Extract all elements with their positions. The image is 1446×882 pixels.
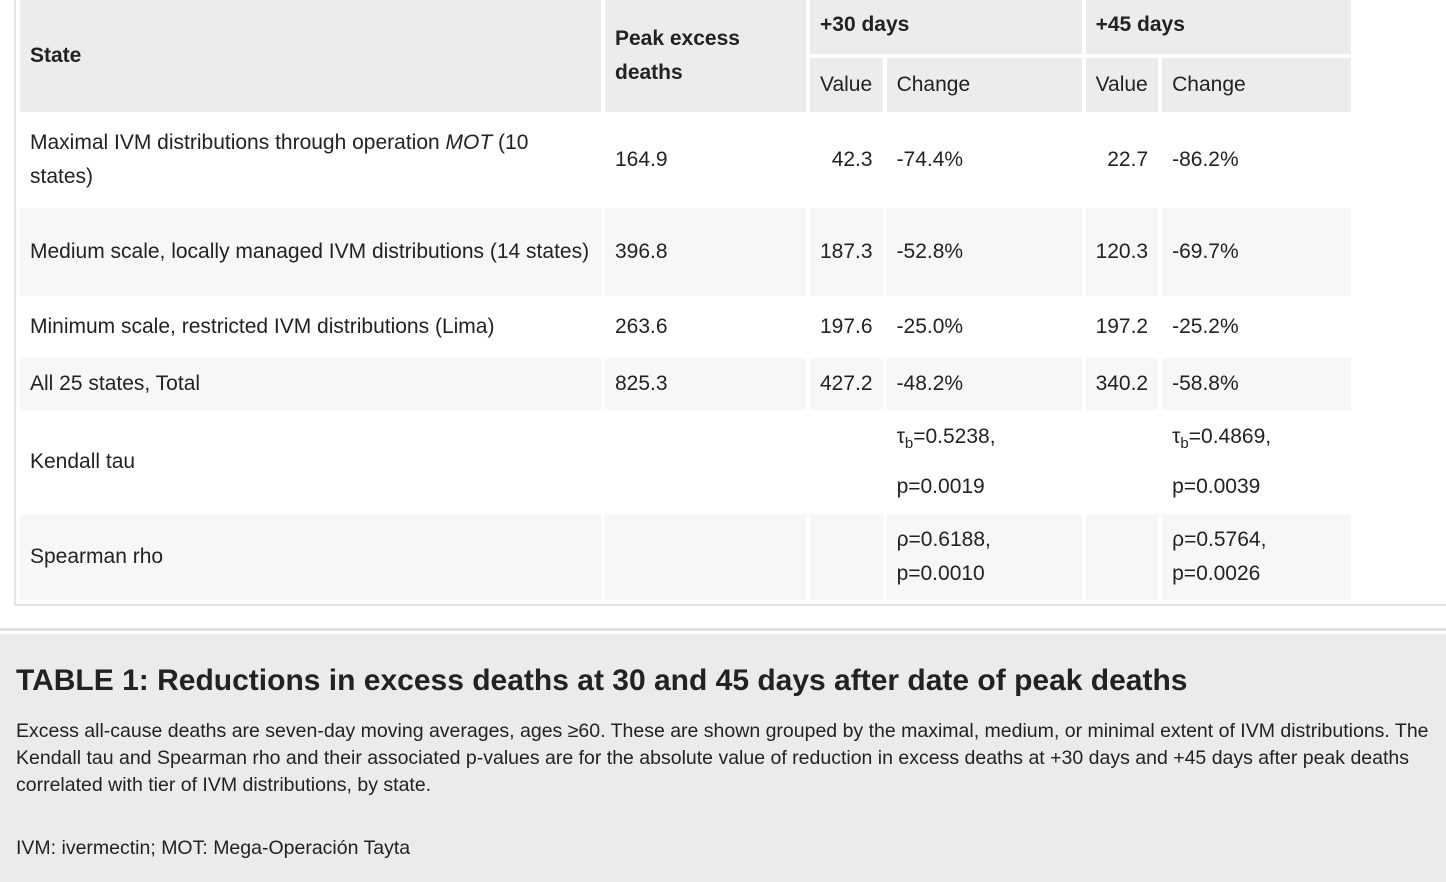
row-state-label: All 25 states, Total bbox=[20, 358, 601, 410]
row-state-label: Maximal IVM distributions through operat… bbox=[20, 116, 601, 204]
kendall-tau-row: Kendall tau τb=0.5238, p=0.0019 τb=0.486… bbox=[20, 414, 1352, 510]
kendall-45-value: τb=0.4869, bbox=[1172, 416, 1341, 465]
header-change-45: Change bbox=[1162, 58, 1352, 112]
table-caption: TABLE 1: Reductions in excess deaths at … bbox=[0, 634, 1446, 882]
state-text-end: (10 states) bbox=[30, 131, 529, 188]
empty-cell bbox=[810, 514, 883, 600]
kendall-30-value: τb=0.5238, bbox=[897, 416, 1072, 465]
empty-cell bbox=[1085, 414, 1159, 510]
kendall-45-cell: τb=0.4869, p=0.0039 bbox=[1162, 414, 1352, 510]
state-text: Maximal IVM distributions through operat… bbox=[30, 131, 446, 154]
spearman-30-cell: ρ=0.6188, p=0.0010 bbox=[886, 514, 1082, 600]
change-45-cell: -86.2% bbox=[1162, 116, 1352, 204]
value-45-cell: 340.2 bbox=[1085, 358, 1159, 410]
empty-cell bbox=[605, 514, 806, 600]
state-italic-text: MOT bbox=[445, 131, 493, 154]
kendall-45-p: p=0.0039 bbox=[1172, 474, 1261, 498]
table-row: Maximal IVM distributions through operat… bbox=[20, 116, 1352, 204]
change-30-cell: -52.8% bbox=[886, 208, 1082, 296]
tau-symbol: τ bbox=[896, 425, 905, 449]
value-30-cell: 187.3 bbox=[810, 208, 883, 296]
divider bbox=[0, 628, 1446, 631]
header-peak-excess-deaths: Peak excess deaths bbox=[605, 0, 806, 112]
tau-symbol: τ bbox=[1172, 425, 1181, 449]
results-table: State Peak excess deaths +30 days +45 da… bbox=[16, 0, 1355, 604]
kendall-tau-label: Kendall tau bbox=[20, 414, 601, 510]
spearman-45-cell: ρ=0.5764, p=0.0026 bbox=[1162, 514, 1352, 600]
spearman-rho-row: Spearman rho ρ=0.6188, p=0.0010 ρ=0.5764… bbox=[20, 514, 1352, 600]
tau-subscript: b bbox=[904, 435, 914, 453]
change-30-cell: -48.2% bbox=[886, 358, 1082, 410]
spearman-45-value: ρ=0.5764, bbox=[1172, 528, 1267, 551]
value-45-cell: 120.3 bbox=[1085, 208, 1159, 296]
value-45-cell: 22.7 bbox=[1085, 116, 1159, 204]
change-45-cell: -69.7% bbox=[1162, 208, 1352, 296]
empty-cell bbox=[810, 414, 883, 510]
change-30-cell: -25.0% bbox=[886, 300, 1082, 354]
tau-subscript: b bbox=[1180, 435, 1189, 453]
table-row: Medium scale, locally managed IVM distri… bbox=[20, 208, 1352, 296]
change-45-cell: -25.2% bbox=[1162, 300, 1352, 354]
table-row: All 25 states, Total 825.3 427.2 -48.2% … bbox=[20, 358, 1352, 410]
empty-cell bbox=[1085, 514, 1159, 600]
kendall-30-p: p=0.0019 bbox=[896, 474, 985, 498]
value-45-cell: 197.2 bbox=[1085, 300, 1159, 354]
header-change-30: Change bbox=[886, 58, 1082, 112]
kendall-30-cell: τb=0.5238, p=0.0019 bbox=[886, 414, 1082, 510]
header-45-days: +45 days bbox=[1085, 0, 1352, 54]
spearman-rho-label: Spearman rho bbox=[20, 514, 601, 600]
spearman-30-p: p=0.0010 bbox=[896, 562, 985, 585]
kendall-45-coef: =0.4869, bbox=[1188, 425, 1272, 449]
header-state: State bbox=[20, 0, 601, 112]
header-30-days: +30 days bbox=[810, 0, 1082, 54]
header-value-30: Value bbox=[810, 58, 883, 112]
row-state-label: Medium scale, locally managed IVM distri… bbox=[20, 208, 601, 296]
value-30-cell: 42.3 bbox=[810, 116, 883, 204]
header-peak-text: Peak excess deaths bbox=[615, 27, 740, 84]
peak-cell: 396.8 bbox=[605, 208, 806, 296]
value-30-cell: 197.6 bbox=[810, 300, 883, 354]
caption-body: Excess all-cause deaths are seven-day mo… bbox=[16, 720, 1429, 796]
header-row-sub: Value Change Value Change bbox=[20, 58, 1352, 112]
caption-title: TABLE 1: Reductions in excess deaths at … bbox=[16, 664, 1188, 697]
peak-cell: 263.6 bbox=[605, 300, 806, 354]
kendall-30-coef: =0.5238, bbox=[913, 425, 996, 449]
row-state-label: Minimum scale, restricted IVM distributi… bbox=[20, 300, 601, 354]
value-30-cell: 427.2 bbox=[810, 358, 883, 410]
results-table-container: State Peak excess deaths +30 days +45 da… bbox=[14, 0, 1446, 606]
header-row-top: State Peak excess deaths +30 days +45 da… bbox=[20, 0, 1352, 112]
header-value-45: Value bbox=[1085, 58, 1159, 112]
spearman-30-value: ρ=0.6188, bbox=[896, 528, 991, 551]
spearman-45-p: p=0.0026 bbox=[1172, 562, 1261, 585]
change-30-cell: -74.4% bbox=[886, 116, 1082, 204]
caption-abbreviations: IVM: ivermectin; MOT: Mega-Operación Tay… bbox=[16, 837, 411, 859]
table-row: Minimum scale, restricted IVM distributi… bbox=[20, 300, 1352, 354]
peak-cell: 825.3 bbox=[605, 358, 806, 410]
peak-cell: 164.9 bbox=[605, 116, 806, 204]
empty-cell bbox=[605, 414, 806, 510]
change-45-cell: -58.8% bbox=[1162, 358, 1352, 410]
